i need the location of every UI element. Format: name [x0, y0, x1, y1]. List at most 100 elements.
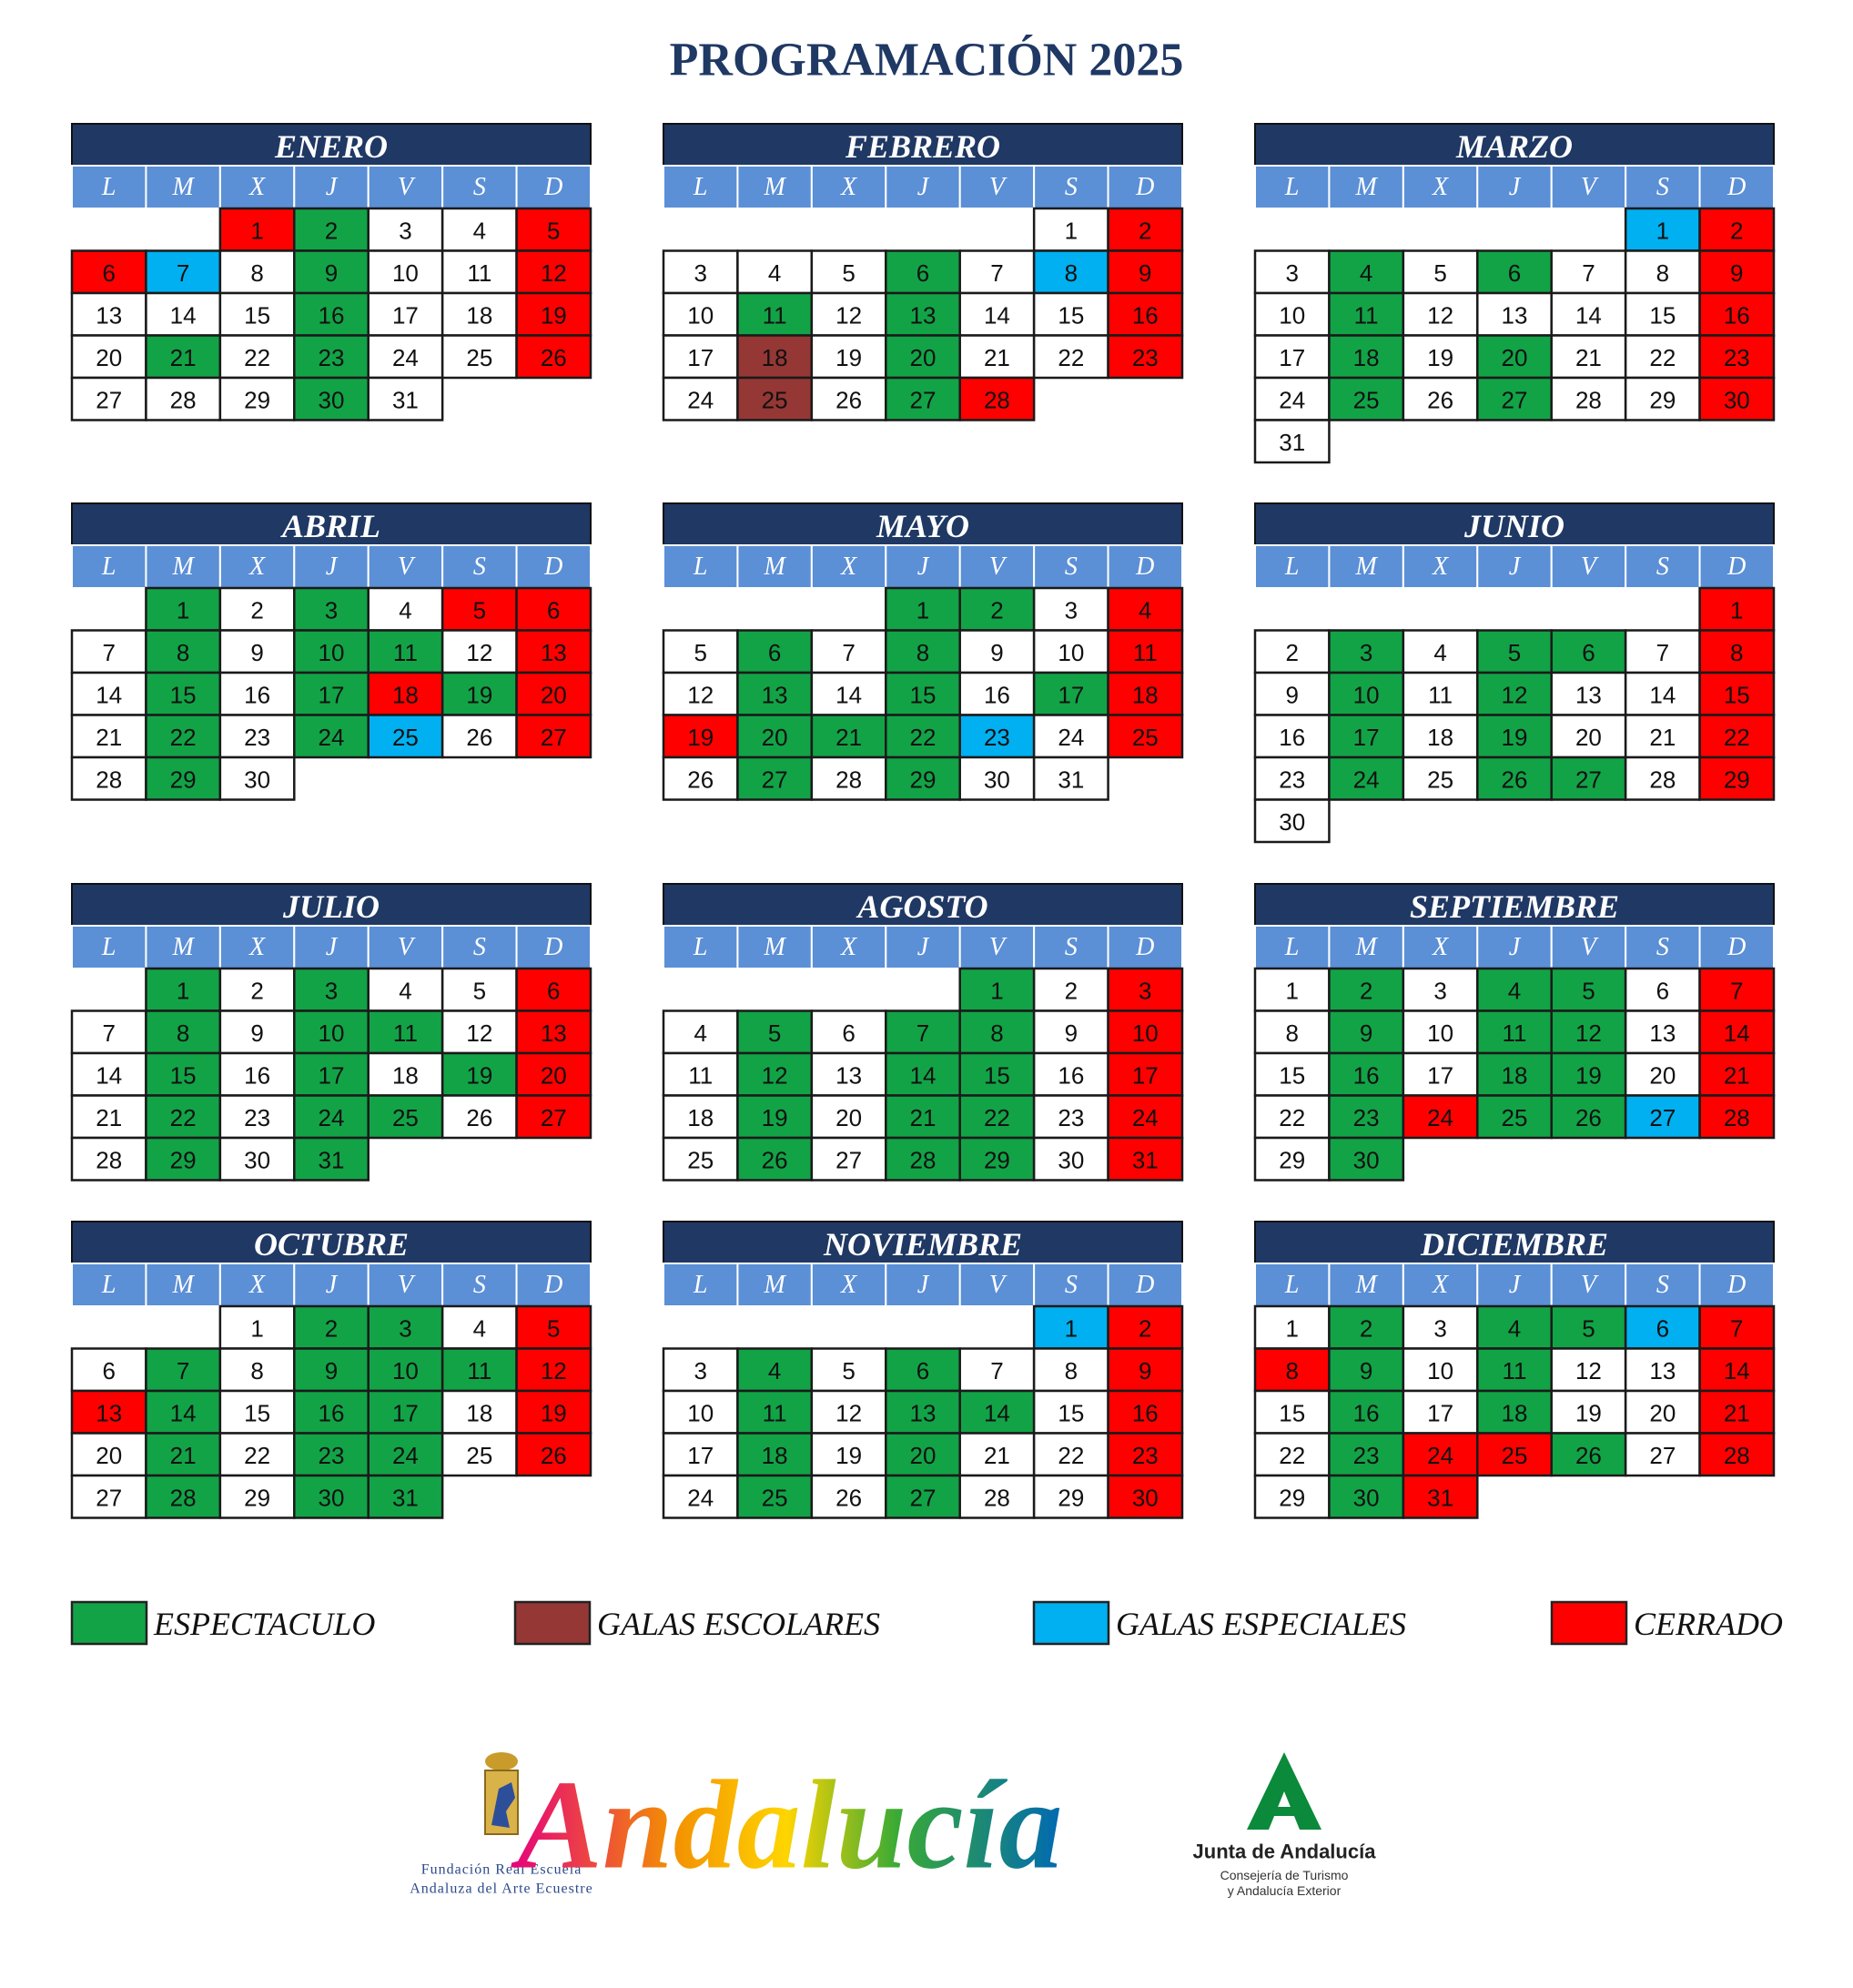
- day-cell: [145, 714, 222, 759]
- day-number: 31: [1132, 1146, 1159, 1173]
- day-number: 29: [244, 386, 270, 413]
- day-cell: [958, 586, 1036, 632]
- weekday-label: D: [543, 553, 562, 581]
- day-number: 11: [393, 1019, 418, 1047]
- day-number: 2: [1360, 1314, 1372, 1342]
- day-number: 12: [835, 1399, 862, 1426]
- day-number: 15: [1279, 1399, 1305, 1426]
- day-cell: [885, 1474, 961, 1519]
- day-number: 24: [392, 1442, 419, 1469]
- weekday-label: L: [693, 553, 708, 581]
- legend-swatch: [513, 1600, 592, 1646]
- day-cell: [736, 671, 814, 716]
- day-number: 10: [1279, 301, 1305, 329]
- day-number: 25: [466, 1442, 492, 1469]
- day-number: 9: [1139, 259, 1151, 287]
- month-name: MARZO: [1455, 128, 1573, 165]
- day-cell: [145, 629, 222, 674]
- weekday-cell: [1254, 925, 1331, 969]
- month-header: [71, 502, 592, 546]
- weekday-label: V: [1581, 173, 1599, 201]
- day-cell: [218, 1051, 296, 1097]
- day-number: 17: [687, 1442, 714, 1469]
- day-cell: [1032, 291, 1109, 337]
- weekday-cell: [145, 1263, 221, 1307]
- weekday-label: J: [1509, 173, 1522, 201]
- day-number: 23: [1132, 1442, 1159, 1469]
- day-cell: [736, 1474, 814, 1519]
- day-cell: [145, 756, 222, 801]
- day-number: 5: [1508, 639, 1521, 666]
- day-number: 14: [835, 681, 862, 708]
- day-number: 9: [1360, 1357, 1372, 1384]
- day-cell: [736, 334, 814, 380]
- day-cell: [1476, 1389, 1553, 1435]
- month-header: [663, 502, 1183, 546]
- legend-swatch: [1550, 1600, 1628, 1646]
- legend-label: GALAS ESPECIALES: [1116, 1606, 1406, 1642]
- day-cell: [810, 249, 887, 295]
- day-number: 14: [984, 1399, 1010, 1426]
- day-number: 24: [1279, 386, 1305, 413]
- weekday-cell: [515, 925, 592, 969]
- day-cell: [1253, 1094, 1331, 1140]
- day-cell: [293, 207, 370, 252]
- day-number: 24: [1427, 1442, 1453, 1469]
- weekday-cell: [1033, 544, 1109, 589]
- day-number: 6: [842, 1019, 855, 1047]
- weekday-cell: [1402, 544, 1479, 589]
- day-number: 1: [1730, 596, 1743, 624]
- day-number: 25: [762, 1484, 788, 1511]
- day-number: 14: [170, 1399, 197, 1426]
- day-number: 10: [392, 1357, 419, 1384]
- day-number: 6: [1582, 639, 1595, 666]
- day-number: 28: [1724, 1442, 1750, 1469]
- day-number: 6: [916, 259, 929, 287]
- day-cell: [515, 1094, 592, 1140]
- day-cell: [958, 756, 1036, 801]
- day-cell: [515, 1432, 592, 1477]
- day-number: 11: [467, 259, 491, 287]
- day-cell: [440, 1389, 518, 1435]
- day-cell: [958, 1136, 1036, 1182]
- day-number: 16: [1132, 301, 1159, 329]
- day-number: 12: [466, 639, 492, 666]
- legend-label: CERRADO: [1634, 1606, 1783, 1642]
- day-number: 24: [319, 724, 345, 751]
- day-number: 4: [399, 596, 411, 624]
- day-number: 23: [319, 1442, 345, 1469]
- day-number: 16: [1279, 724, 1305, 751]
- day-number: 15: [244, 301, 270, 329]
- day-number: 31: [392, 386, 419, 413]
- day-number: 12: [1427, 301, 1453, 329]
- day-number: 20: [1575, 724, 1602, 751]
- day-number: 20: [835, 1104, 862, 1131]
- day-number: 6: [1656, 1314, 1669, 1342]
- day-number: 5: [547, 217, 560, 244]
- weekday-cell: [515, 544, 592, 589]
- day-cell: [1698, 1432, 1776, 1477]
- day-number: 1: [990, 977, 1003, 1004]
- day-number: 2: [990, 596, 1003, 624]
- day-number: 31: [1427, 1484, 1453, 1511]
- day-cell: [736, 1136, 814, 1182]
- day-number: 26: [466, 1104, 492, 1131]
- day-number: 25: [762, 386, 788, 413]
- day-number: 13: [1649, 1019, 1676, 1047]
- day-number: 22: [1058, 344, 1084, 371]
- weekday-label: X: [248, 173, 266, 201]
- weekday-cell: [71, 1263, 147, 1307]
- day-cell: [885, 1094, 961, 1140]
- weekday-label: X: [840, 933, 857, 961]
- day-number: 9: [325, 1357, 338, 1384]
- weekday-cell: [1402, 925, 1479, 969]
- weekday-label: S: [1065, 553, 1078, 581]
- weekday-cell: [810, 165, 887, 209]
- day-number: 4: [694, 1019, 706, 1047]
- weekday-cell: [736, 544, 813, 589]
- day-cell: [1402, 249, 1479, 295]
- day-number: 28: [984, 386, 1010, 413]
- day-number: 10: [1132, 1019, 1159, 1047]
- weekday-label: D: [1726, 1271, 1746, 1299]
- day-cell: [515, 1051, 592, 1097]
